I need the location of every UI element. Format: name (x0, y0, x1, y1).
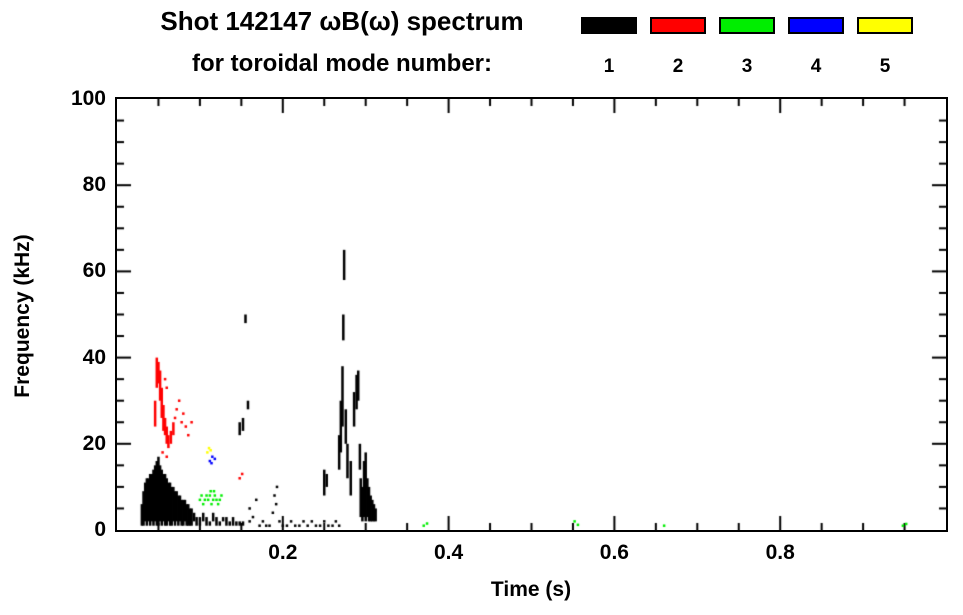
legend-label-mode-5: 5 (879, 56, 891, 77)
legend-swatch-mode-4 (788, 17, 844, 34)
y-tick-label-40: 40 (82, 345, 106, 369)
y-tick-label-80: 80 (82, 173, 106, 197)
legend-labels: 1 2 3 4 5 (581, 56, 913, 78)
y-tick-label-60: 60 (82, 259, 106, 283)
chart-title: Shot 142147 ωB(ω) spectrum (160, 6, 524, 36)
y-tick-label-0: 0 (94, 518, 106, 541)
x-axis-label: Time (s) (490, 578, 572, 601)
y-tick-label-100: 100 (70, 87, 106, 110)
legend-swatches (581, 17, 913, 34)
legend-swatch-mode-5 (857, 17, 913, 34)
legend-swatch-mode-3 (719, 17, 775, 34)
x-tick-label-0.6: 0.6 (599, 541, 629, 564)
x-tick-label-0.8: 0.8 (765, 541, 795, 564)
x-tick-label-0.4: 0.4 (433, 541, 464, 564)
chart-subtitle: for toroidal mode number: (192, 50, 492, 77)
legend-label-mode-3: 3 (741, 56, 753, 77)
legend-swatch-mode-2 (650, 17, 706, 34)
plot-area (117, 99, 946, 530)
legend-label-mode-4: 4 (810, 56, 822, 77)
legend-label-mode-1: 1 (603, 56, 615, 77)
y-tick-label-20: 20 (82, 431, 106, 455)
y-axis-label: Frequency (kHz) (11, 234, 34, 398)
legend-swatch-mode-1 (581, 17, 637, 34)
legend-label-mode-2: 2 (672, 56, 684, 77)
plot-frame (115, 97, 948, 532)
x-tick-label-0.2: 0.2 (268, 541, 298, 564)
